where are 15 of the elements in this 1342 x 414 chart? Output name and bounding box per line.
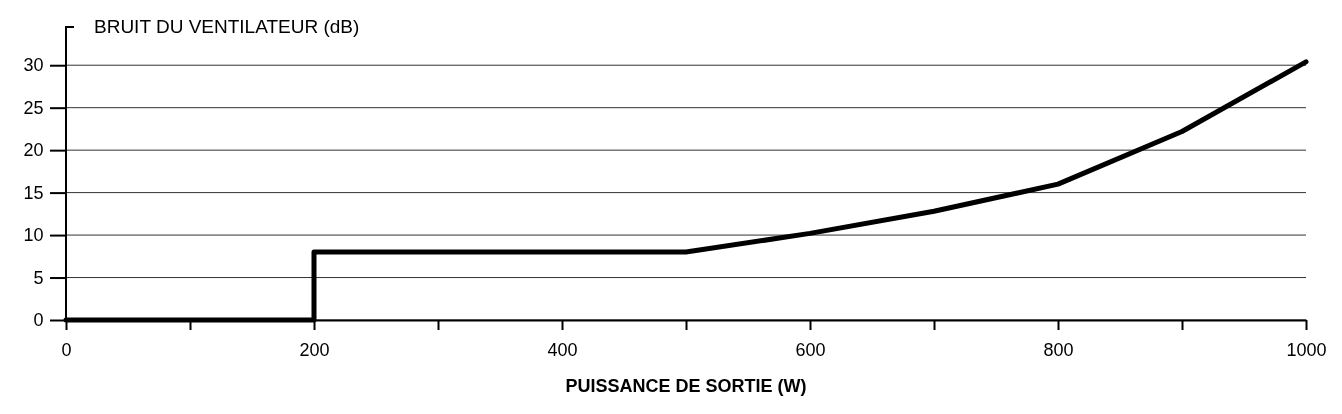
x-tick-label: 0 (61, 340, 72, 361)
y-tick-label: 30 (23, 55, 44, 76)
y-tick-label: 25 (23, 97, 44, 118)
x-axis-title: PUISSANCE DE SORTIE (W) (565, 376, 807, 396)
y-tick-label: 0 (33, 310, 44, 331)
y-tick-label: 10 (23, 225, 44, 246)
x-tick-label: 600 (795, 340, 826, 361)
y-axis-title: BRUIT DU VENTILATEUR (dB) (94, 16, 360, 37)
x-tick-label: 1000 (1286, 340, 1327, 361)
y-tick-label: 15 (23, 182, 44, 203)
y-tick-label: 20 (23, 140, 44, 161)
y-tick-label: 5 (33, 267, 44, 288)
x-tick-label: 200 (299, 340, 330, 361)
x-tick-label: 800 (1043, 340, 1074, 361)
x-tick-label: 400 (547, 340, 578, 361)
